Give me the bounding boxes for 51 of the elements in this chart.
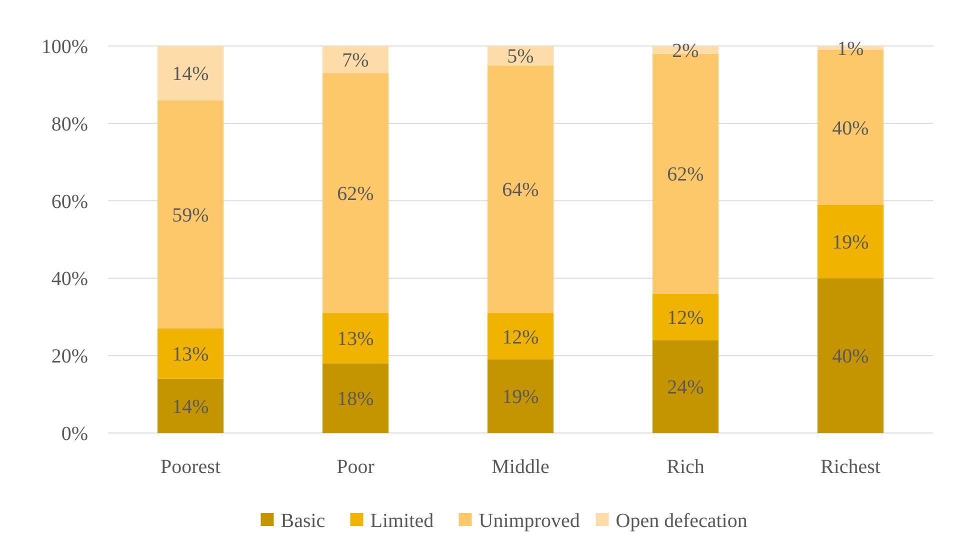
data-label: 19% (832, 231, 869, 254)
data-label: 59% (172, 204, 209, 226)
bar (652, 340, 718, 433)
data-label: 40% (832, 346, 869, 368)
bar (322, 73, 388, 314)
data-label: 62% (337, 183, 374, 206)
legend-label: Open defecation (616, 510, 748, 532)
bar (322, 363, 388, 433)
legend-label: Basic (280, 510, 326, 532)
x-tick-label: Poorest (160, 456, 221, 478)
y-tick-label: 80% (51, 113, 88, 136)
x-tick-label: Poor (336, 456, 375, 478)
data-label: 64% (502, 179, 539, 202)
y-tick-label: 20% (51, 346, 88, 368)
bar (158, 378, 224, 433)
data-label: 12% (667, 306, 704, 329)
data-label: 13% (172, 344, 209, 366)
data-label: 24% (667, 376, 704, 399)
data-label: 13% (337, 328, 374, 350)
legend-label: Unimproved (478, 510, 580, 532)
x-tick-label: Middle (492, 456, 550, 478)
bar (488, 46, 554, 66)
bar (488, 359, 554, 433)
data-label: 14% (172, 63, 209, 86)
bar (818, 278, 884, 433)
legend-label: Limited (370, 510, 434, 532)
data-label: 18% (337, 388, 374, 410)
data-label: 62% (667, 164, 704, 186)
y-tick-label: 100% (41, 36, 88, 58)
data-label: 1% (837, 38, 864, 60)
bar (818, 204, 884, 278)
bar (488, 65, 554, 314)
bar (322, 46, 388, 74)
bar (652, 294, 718, 340)
x-tick-label: Rich (666, 456, 704, 478)
data-label: 2% (672, 40, 699, 62)
data-label: 7% (342, 50, 369, 72)
data-label: 40% (832, 117, 869, 140)
x-tick-label: Richest (820, 456, 881, 478)
data-label: 12% (502, 326, 539, 348)
bar (488, 313, 554, 360)
y-tick-label: 60% (51, 190, 88, 213)
y-tick-label: 0% (61, 423, 88, 445)
data-label: 14% (172, 396, 209, 418)
y-tick-label: 40% (51, 268, 88, 290)
bar (158, 100, 224, 329)
bar (322, 313, 388, 364)
bar (158, 328, 224, 379)
bar (158, 46, 224, 100)
data-label: 19% (502, 386, 539, 408)
data-label: 5% (507, 46, 534, 68)
